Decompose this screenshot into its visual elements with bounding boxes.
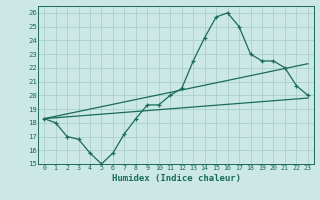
X-axis label: Humidex (Indice chaleur): Humidex (Indice chaleur) — [111, 174, 241, 183]
